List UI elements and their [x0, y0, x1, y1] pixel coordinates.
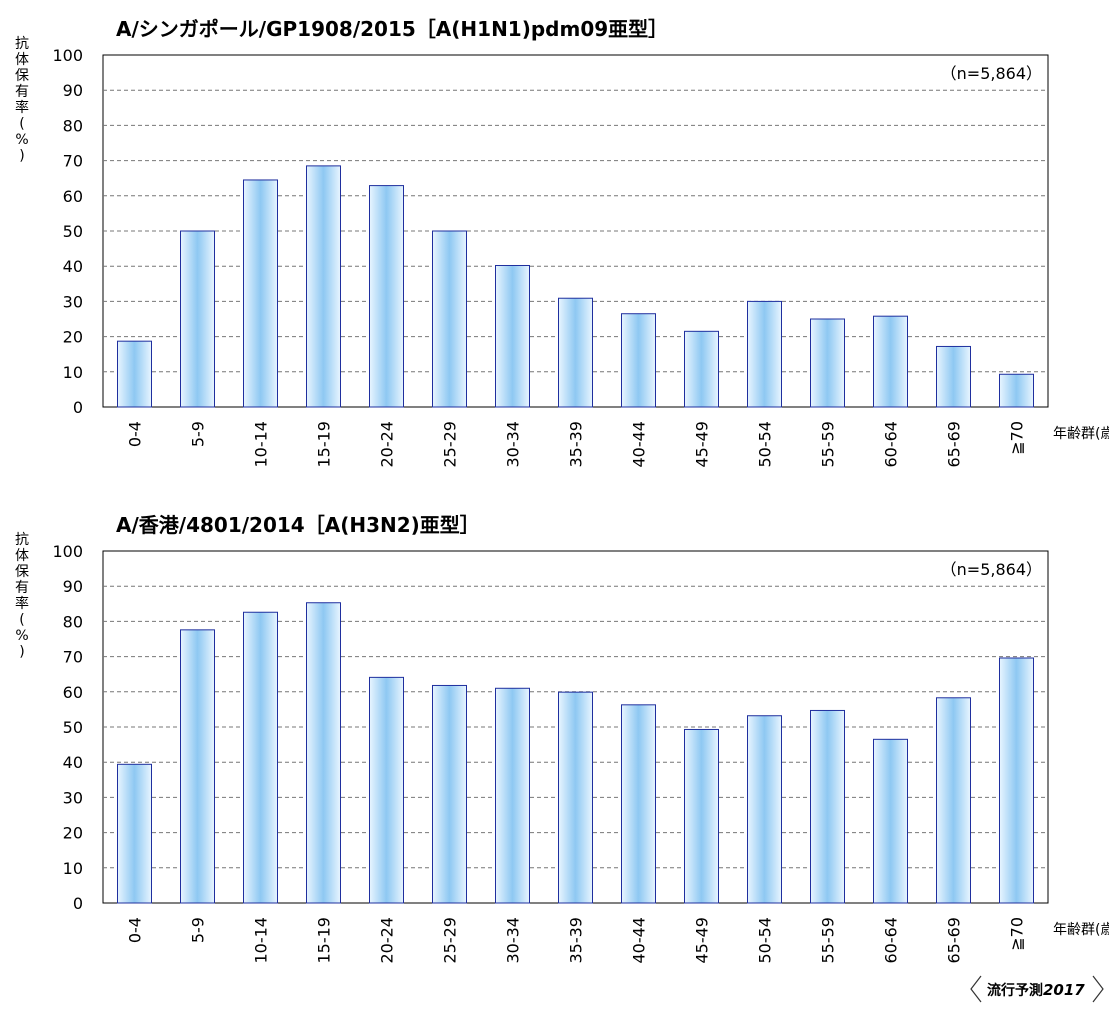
x-tick-label: 5-9: [189, 917, 208, 943]
x-tick-label: ≧70: [1008, 421, 1027, 455]
x-tick-label: ≧70: [1008, 917, 1027, 951]
bar-10-14: [243, 179, 278, 408]
bar-60-64: [873, 315, 908, 408]
bar-55-59: [810, 318, 845, 408]
bar-≧70: [999, 373, 1034, 408]
badge-year: 2017: [1043, 981, 1085, 999]
x-tick-label: 50-54: [756, 421, 775, 468]
sample-size-annotation: （n=5,864）: [941, 64, 1042, 83]
y-tick-label: 30: [63, 292, 83, 311]
bar-35-39: [558, 297, 593, 408]
y-axis-label: 抗体保有率(%): [15, 36, 29, 164]
footer-badge: 流行予測2017: [970, 975, 1104, 1003]
bar-20-24: [369, 676, 404, 904]
y-tick-label: 80: [63, 116, 83, 135]
bar-0-4: [117, 763, 152, 904]
bar-5-9: [180, 629, 215, 904]
bar-20-24: [369, 185, 404, 408]
x-tick-label: 0-4: [126, 421, 145, 447]
y-tick-label: 60: [63, 683, 83, 702]
x-tick-label: 30-34: [504, 421, 523, 468]
x-tick-label: 20-24: [378, 421, 397, 468]
x-tick-label: 45-49: [693, 421, 712, 468]
bar-35-39: [558, 691, 593, 904]
bar-5-9: [180, 230, 215, 408]
y-tick-label: 60: [63, 187, 83, 206]
x-tick-label: 10-14: [252, 421, 271, 468]
bar-0-4: [117, 340, 152, 408]
y-tick-label: 70: [63, 152, 83, 171]
x-tick-label: 30-34: [504, 917, 523, 964]
x-tick-label: 40-44: [630, 917, 649, 964]
y-tick-label: 10: [63, 859, 83, 878]
x-tick-label: 60-64: [882, 421, 901, 468]
x-axis-label: 年齢群(歳): [1053, 922, 1109, 938]
x-tick-label: 10-14: [252, 917, 271, 964]
y-tick-label: 70: [63, 648, 83, 667]
bar-40-44: [621, 704, 656, 904]
y-tick-label: 20: [63, 824, 83, 843]
x-tick-label: 20-24: [378, 917, 397, 964]
y-tick-label: 10: [63, 363, 83, 382]
x-tick-label: 50-54: [756, 917, 775, 964]
sample-size-annotation: （n=5,864）: [941, 560, 1042, 579]
x-tick-label: 5-9: [189, 421, 208, 447]
x-tick-label: 0-4: [126, 917, 145, 943]
y-tick-label: 90: [63, 81, 83, 100]
bar-25-29: [432, 230, 467, 408]
x-tick-label: 55-59: [819, 421, 838, 468]
x-tick-label: 40-44: [630, 421, 649, 468]
x-tick-label: 65-69: [945, 917, 964, 964]
bar-50-54: [747, 300, 782, 408]
y-tick-label: 100: [52, 46, 83, 65]
y-axis-label: 抗体保有率(%): [15, 532, 29, 660]
bar-30-34: [495, 264, 530, 408]
y-tick-label: 50: [63, 718, 83, 737]
bar-65-69: [936, 697, 971, 904]
bar-55-59: [810, 709, 845, 904]
bar-25-29: [432, 684, 467, 904]
bar-15-19: [306, 165, 341, 408]
x-axis-label: 年齢群(歳): [1053, 426, 1109, 442]
x-tick-label: 25-29: [441, 917, 460, 964]
bar-50-54: [747, 715, 782, 904]
chart-title: A/シンガポール/GP1908/2015［A(H1N1)pdm09亜型］: [116, 17, 668, 41]
chart-title: A/香港/4801/2014［A(H3N2)亜型］: [116, 513, 480, 537]
x-tick-label: 45-49: [693, 917, 712, 964]
y-tick-label: 50: [63, 222, 83, 241]
x-tick-label: 15-19: [315, 421, 334, 468]
y-tick-label: 90: [63, 577, 83, 596]
bar-60-64: [873, 738, 908, 904]
x-tick-label: 60-64: [882, 917, 901, 964]
chart-h3n2: A/香港/4801/2014［A(H3N2)亜型］ 0 10 20 30 40 50 60 70…: [15, 513, 1109, 964]
x-tick-label: 35-39: [567, 421, 586, 468]
bar-45-49: [684, 330, 719, 408]
bar-40-44: [621, 313, 656, 408]
y-tick-label: 0: [73, 398, 83, 417]
x-tick-label: 15-19: [315, 917, 334, 964]
bar-10-14: [243, 611, 278, 904]
y-tick-label: 40: [63, 257, 83, 276]
bar-65-69: [936, 345, 971, 408]
x-tick-label: 35-39: [567, 917, 586, 964]
y-tick-label: 80: [63, 612, 83, 631]
x-tick-label: 25-29: [441, 421, 460, 468]
y-tick-label: 0: [73, 894, 83, 913]
bar-≧70: [999, 657, 1034, 904]
x-tick-label: 65-69: [945, 421, 964, 468]
bar-30-34: [495, 687, 530, 904]
bar-45-49: [684, 728, 719, 904]
y-tick-label: 100: [52, 542, 83, 561]
y-tick-label: 40: [63, 753, 83, 772]
badge-label: 流行予測: [987, 982, 1043, 999]
y-tick-label: 30: [63, 788, 83, 807]
x-tick-label: 55-59: [819, 917, 838, 964]
chart-h1n1: A/シンガポール/GP1908/2015［A(H1N1)pdm09亜型］ 0 10 2…: [15, 17, 1109, 468]
svg-text:流行予測2017: 流行予測2017: [987, 981, 1085, 999]
y-tick-label: 20: [63, 328, 83, 347]
bar-15-19: [306, 602, 341, 904]
